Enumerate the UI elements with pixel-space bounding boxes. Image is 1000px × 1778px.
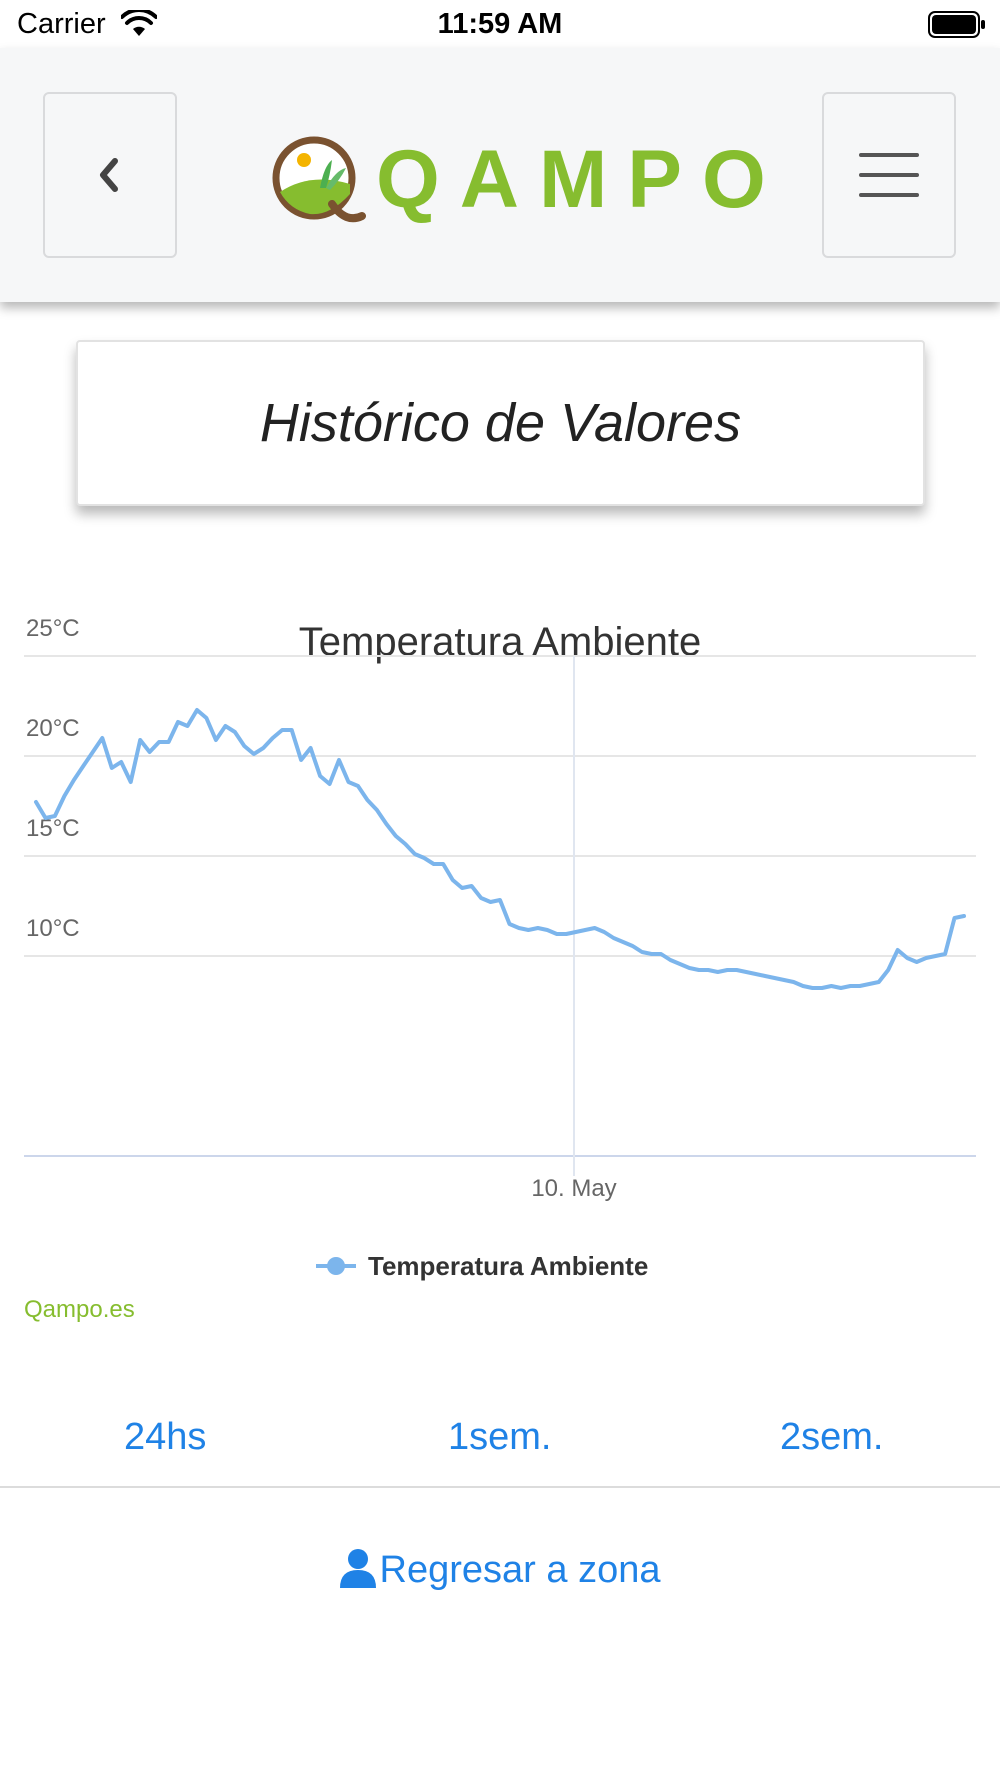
chart-plot: 25°C 20°C 15°C 10°C 10. May Temperatura Ambie… — [24, 615, 976, 1281]
temperature-chart: Temperatura Ambiente 25°C 20°C 15°C 10°C 10.… — [0, 600, 1000, 1340]
logo-text: QAMPO — [376, 134, 786, 225]
wifi-icon — [121, 10, 157, 36]
back-to-zone-label: Regresar a zona — [379, 1549, 661, 1591]
back-button[interactable] — [43, 92, 177, 258]
chevron-left-icon — [100, 158, 118, 192]
status-bar: Carrier 11:59 AM — [0, 0, 1000, 48]
user-icon — [339, 1549, 376, 1588]
y-tick-label: 10°C — [26, 915, 80, 942]
carrier-label: Carrier — [17, 8, 106, 40]
legend-marker — [327, 1257, 345, 1275]
y-tick-label: 20°C — [26, 715, 80, 742]
page-title: Histórico de Valores — [259, 393, 742, 453]
tab-24hs[interactable]: 24hs — [124, 1416, 207, 1458]
hamburger-icon — [859, 153, 919, 197]
back-to-zone-link[interactable]: Regresar a zona — [0, 1548, 1000, 1592]
tab-2sem[interactable]: 2sem. — [780, 1416, 884, 1458]
menu-button[interactable] — [822, 92, 956, 258]
period-tabs: 24hs 1sem. 2sem. — [0, 1400, 1000, 1488]
credit-link[interactable]: Qampo.es — [24, 1296, 135, 1323]
y-tick-label: 25°C — [26, 615, 80, 642]
series-line — [34, 708, 966, 990]
battery-icon — [928, 11, 985, 38]
page-title-card: Histórico de Valores — [76, 340, 925, 506]
app-header: QAMPO — [0, 48, 1000, 302]
tab-1sem[interactable]: 1sem. — [448, 1416, 552, 1458]
qampo-logo: QAMPO — [270, 130, 786, 230]
x-tick-label: 10. May — [531, 1175, 616, 1202]
status-time: 11:59 AM — [437, 8, 563, 40]
legend-label: Temperatura Ambiente — [368, 1251, 648, 1281]
qampo-logo-icon — [272, 136, 366, 223]
y-tick-label: 15°C — [26, 815, 80, 842]
divider — [0, 1486, 1000, 1488]
